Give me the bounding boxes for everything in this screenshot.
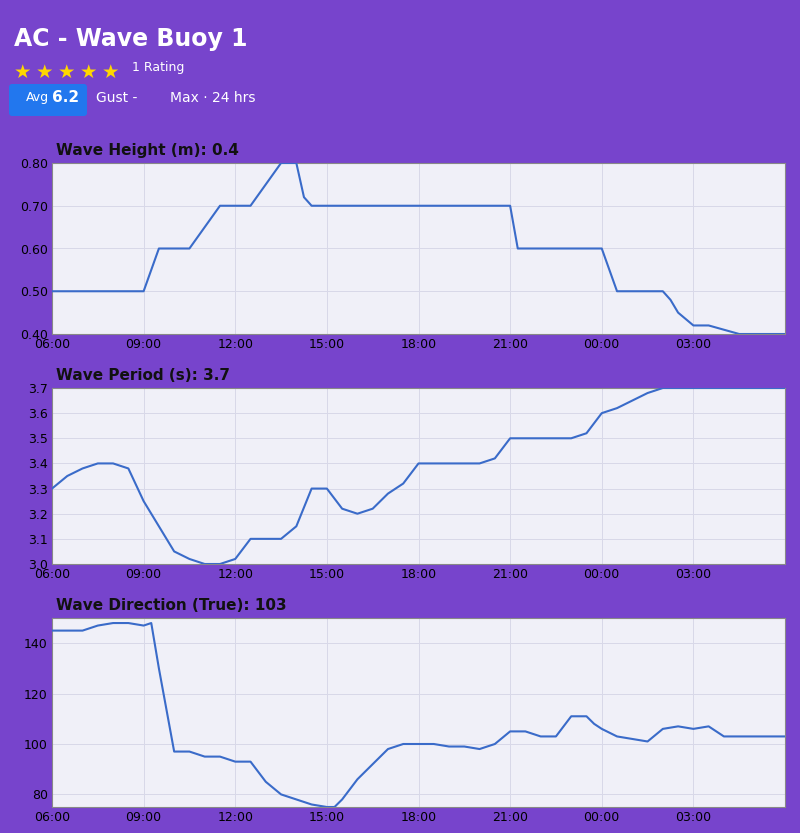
- Text: AC - Wave Buoy 1: AC - Wave Buoy 1: [14, 27, 247, 51]
- Text: ★: ★: [36, 63, 54, 82]
- Text: Gust -: Gust -: [96, 91, 138, 105]
- Text: Max · 24 hrs: Max · 24 hrs: [170, 91, 255, 105]
- Text: ★: ★: [102, 63, 119, 82]
- Text: ★: ★: [14, 63, 31, 82]
- Text: ★: ★: [80, 63, 98, 82]
- Text: Wave Period (s): 3.7: Wave Period (s): 3.7: [56, 368, 230, 383]
- FancyBboxPatch shape: [9, 84, 87, 116]
- Text: 6.2: 6.2: [52, 91, 79, 106]
- Text: ★: ★: [58, 63, 75, 82]
- Text: Avg: Avg: [26, 92, 49, 104]
- Text: Wave Direction (True): 103: Wave Direction (True): 103: [56, 598, 286, 613]
- Text: 1 Rating: 1 Rating: [132, 61, 184, 74]
- Text: Wave Height (m): 0.4: Wave Height (m): 0.4: [56, 143, 239, 158]
